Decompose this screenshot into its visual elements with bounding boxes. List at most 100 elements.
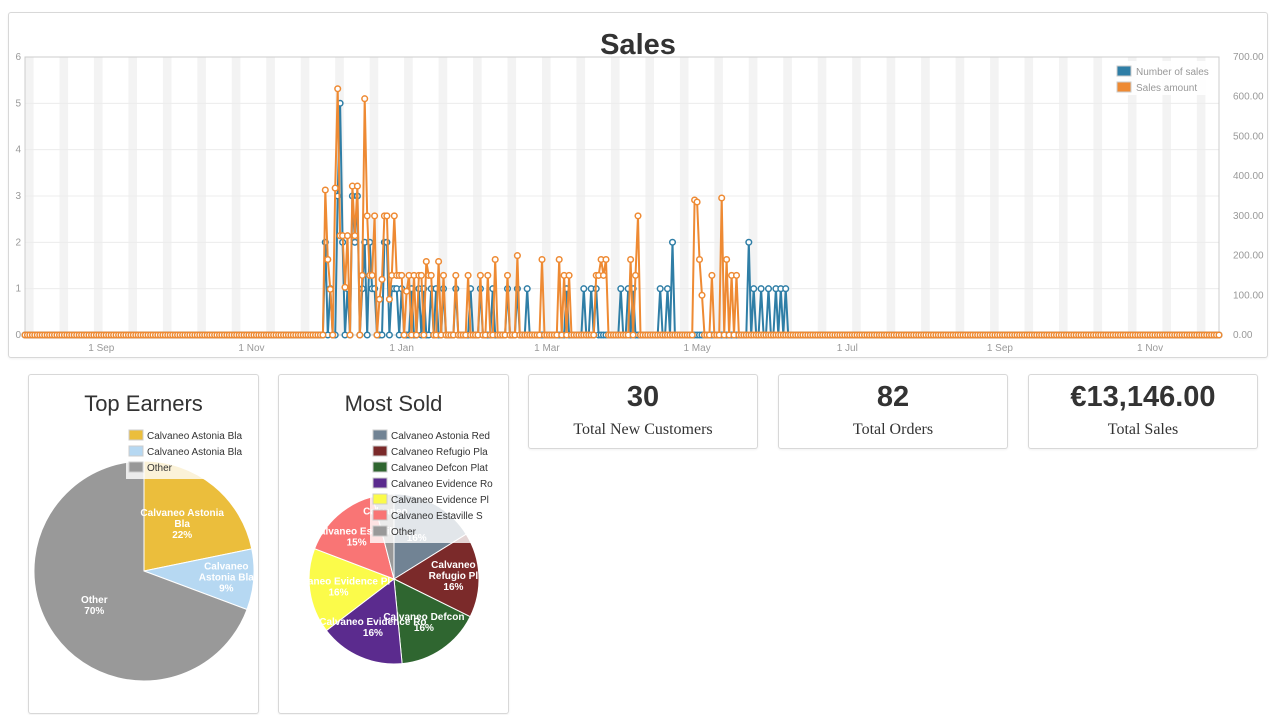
data-point	[580, 285, 588, 293]
sales-chart-legend: Number of sales Sales amount	[1113, 61, 1213, 95]
legend-label: Sales amount	[1136, 83, 1197, 94]
pie-slice-label-pct: 16%	[414, 623, 434, 634]
y-left-tick-label: 3	[15, 191, 21, 202]
legend-swatch	[128, 429, 144, 441]
pie-slice-label-name: Bla	[174, 519, 190, 530]
legend-swatch	[128, 461, 144, 473]
stat-new-customers-value: 30	[626, 381, 660, 413]
most-sold-title: Most Sold	[344, 391, 443, 416]
data-point	[334, 85, 342, 93]
sales-chart: 0 1 2 3 4 5 6 0.00 100.00 200.00 300.00 400.00 500.0…	[15, 52, 1264, 354]
x-tick-label: 1 May	[683, 343, 710, 354]
data-point	[745, 238, 753, 246]
legend-label: Calvaneo Astonia Bla	[147, 431, 243, 442]
data-point	[565, 271, 573, 279]
x-tick-label: 1 Sep	[88, 343, 115, 354]
pie-slice-label-name: Refugio Pl	[429, 571, 479, 582]
data-point	[695, 255, 704, 264]
legend-swatch	[372, 493, 388, 505]
legend-background	[126, 427, 251, 479]
pie-slice-label-name: Other	[81, 595, 108, 606]
legend-label: Calvaneo Estaville S	[391, 511, 483, 522]
data-point	[757, 285, 765, 293]
data-point	[484, 271, 492, 279]
data-point	[400, 331, 408, 339]
legend-swatch	[128, 445, 144, 457]
pie-slice-label-pct: 16%	[443, 582, 463, 593]
pie-legend: Calvaneo Astonia Bla Calvaneo Astonia Bla…	[126, 427, 251, 479]
x-tick-label: 1 Nov	[1137, 343, 1163, 354]
top-earners-title: Top Earners	[84, 391, 203, 416]
data-point	[371, 212, 379, 220]
pie-slice	[393, 578, 471, 665]
data-point	[390, 212, 398, 220]
data-point	[363, 212, 371, 220]
data-point	[385, 295, 393, 303]
data-point	[452, 271, 460, 279]
data-point	[420, 331, 428, 339]
data-point	[373, 331, 381, 339]
data-point	[417, 271, 425, 279]
data-point	[378, 275, 386, 283]
legend-label: Other	[147, 463, 173, 474]
pie-slice-label-pct: 15%	[347, 538, 367, 549]
y-right-tick-label: 300.00	[1233, 211, 1264, 222]
data-point	[503, 271, 512, 279]
data-point	[329, 331, 337, 339]
y-left-tick-label: 5	[15, 98, 21, 109]
stat-new-customers-label: Total New Customers	[573, 421, 713, 438]
data-point	[708, 271, 716, 279]
stat-new-customers: 30 Total New Customers	[528, 374, 758, 449]
y-right-tick-label: 100.00	[1233, 290, 1264, 301]
x-tick-label: 1 Jul	[837, 343, 858, 354]
y-right-tick-label: 600.00	[1233, 92, 1264, 103]
data-point	[634, 212, 642, 220]
data-point	[629, 331, 637, 339]
y-right-tick-label: 700.00	[1233, 52, 1264, 63]
pie-slice	[33, 460, 248, 682]
y-right-tick-label: 400.00	[1233, 171, 1264, 182]
pie-slice-label-name: Calvaneo Evidence Ro	[319, 617, 426, 628]
data-point	[326, 285, 334, 293]
data-point	[732, 271, 741, 279]
data-point	[693, 198, 701, 206]
data-point	[631, 271, 640, 279]
legend-label: Calvaneo Defcon Plat	[391, 463, 488, 474]
legend-label: Calvaneo Evidence Ro	[391, 479, 493, 490]
data-point	[403, 287, 411, 295]
data-point	[627, 255, 635, 264]
data-point	[599, 271, 608, 279]
pie-slice-label-name: Calvaneo	[204, 561, 248, 572]
data-point	[538, 255, 546, 264]
legend-label: Number of sales	[1136, 67, 1209, 78]
y-left-tick-label: 4	[15, 145, 21, 156]
pie-slice-label-name: Calvaneo Estaville	[313, 527, 401, 538]
data-point	[439, 271, 448, 279]
y-right-tick-label: 500.00	[1233, 131, 1264, 142]
pie-slice-label-pct: 16%	[363, 628, 383, 639]
data-point	[321, 186, 329, 194]
y-left-tick-label: 2	[15, 237, 21, 248]
data-point	[358, 271, 366, 279]
y-right-tick-label: 200.00	[1233, 251, 1264, 262]
stat-total-sales: €13,146.00 Total Sales	[1028, 374, 1258, 449]
top-earners-panel: Top Earners Calvaneo Astonia Bla 22% Calvan…	[28, 374, 259, 714]
data-point	[398, 271, 406, 279]
legend-swatch	[1116, 65, 1132, 77]
stat-total-orders-value: 82	[876, 381, 910, 413]
data-point	[688, 331, 696, 339]
legend-label: Calvaneo Astonia Red	[391, 431, 490, 442]
data-point	[383, 212, 391, 220]
stat-total-sales-label: Total Sales	[1107, 421, 1179, 438]
legend-label: Other	[391, 527, 417, 538]
data-point	[346, 331, 354, 339]
data-point	[353, 182, 361, 190]
data-point	[764, 285, 773, 293]
data-point	[590, 331, 598, 339]
pie-slice-label-name: Calvaneo Evidence Pl	[287, 577, 391, 588]
data-point	[718, 194, 726, 202]
y-left-tick-label: 0	[15, 330, 21, 341]
data-point	[1215, 331, 1223, 339]
